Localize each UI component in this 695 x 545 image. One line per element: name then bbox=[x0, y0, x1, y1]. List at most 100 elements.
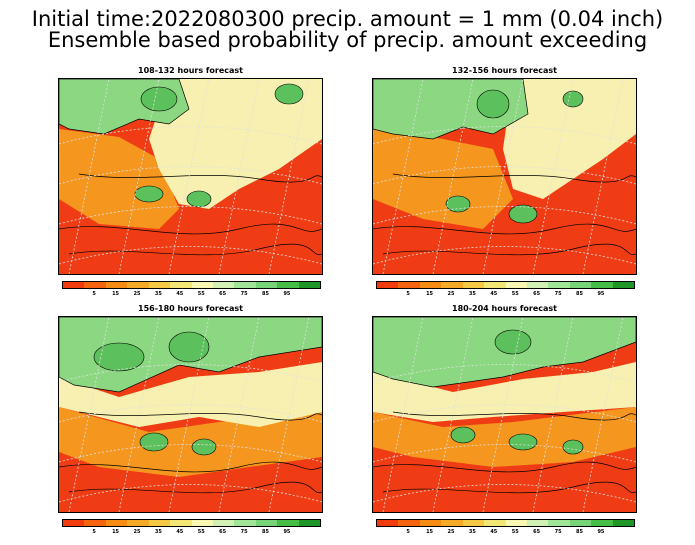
colorbar-segment bbox=[170, 520, 192, 526]
colorbar-tick-label: 15 bbox=[112, 291, 120, 297]
colorbar-segment bbox=[591, 520, 613, 526]
colorbar-labels: 5 15 25 35 45 55 65 75 85 95 bbox=[376, 290, 633, 298]
colorbar-tick-label: 75 bbox=[240, 529, 248, 535]
colorbar-tick-label: 5 bbox=[92, 291, 96, 297]
colorbar-tick-label: 75 bbox=[554, 529, 562, 535]
colorbar-segment bbox=[377, 282, 399, 288]
colorbar-segment bbox=[484, 282, 506, 288]
probability-map bbox=[372, 78, 637, 275]
colorbar-segment bbox=[255, 520, 278, 526]
colorbar-segment bbox=[591, 282, 613, 288]
colorbar-tick-label: 55 bbox=[511, 529, 519, 535]
colorbar-segment bbox=[84, 282, 106, 288]
colorbar-segment bbox=[191, 282, 213, 288]
colorbar-segment bbox=[105, 520, 128, 526]
colorbar-tick-label: 95 bbox=[597, 529, 605, 535]
colorbar-segment bbox=[462, 520, 485, 526]
colorbar bbox=[62, 281, 321, 289]
colorbar-tick-label: 45 bbox=[176, 291, 184, 297]
colorbar-tick-label: 85 bbox=[576, 291, 583, 297]
colorbar-tick-label: 95 bbox=[597, 291, 605, 297]
colorbar-segment bbox=[526, 520, 549, 526]
probability-map bbox=[372, 316, 637, 513]
colorbar-tick-label: 35 bbox=[154, 529, 162, 535]
colorbar-segment bbox=[526, 282, 549, 288]
colorbar-tick-label: 55 bbox=[511, 291, 519, 297]
colorbar-labels: 5 15 25 35 45 55 65 75 85 95 bbox=[62, 290, 319, 298]
colorbar-tick-label: 85 bbox=[262, 291, 269, 297]
colorbar-tick-label: 25 bbox=[133, 529, 141, 535]
chart-title-line-2: Ensemble based probability of precip. am… bbox=[47, 28, 648, 52]
colorbar-segment bbox=[234, 520, 256, 526]
colorbar-tick-label: 35 bbox=[468, 291, 476, 297]
colorbar-segment bbox=[484, 520, 506, 526]
colorbar bbox=[376, 519, 635, 527]
colorbar-tick-label: 95 bbox=[283, 529, 291, 535]
colorbar-segment bbox=[441, 282, 463, 288]
colorbar-tick-label: 5 bbox=[406, 529, 410, 535]
colorbar-tick-label: 15 bbox=[112, 529, 120, 535]
probability-map bbox=[58, 78, 323, 275]
colorbar-tick-label: 65 bbox=[219, 529, 227, 535]
colorbar-tick-label: 15 bbox=[426, 529, 434, 535]
colorbar-segment bbox=[127, 520, 149, 526]
colorbar-segment bbox=[148, 520, 171, 526]
colorbar-segment bbox=[548, 520, 570, 526]
colorbar-tick-label: 65 bbox=[533, 291, 541, 297]
colorbar-tick-label: 5 bbox=[406, 291, 410, 297]
colorbar bbox=[62, 519, 321, 527]
colorbar-tick-label: 25 bbox=[133, 291, 141, 297]
colorbar-segment bbox=[234, 282, 256, 288]
probability-map bbox=[58, 316, 323, 513]
colorbar-segment bbox=[127, 282, 149, 288]
colorbar-tick-label: 75 bbox=[554, 291, 562, 297]
colorbar-segment bbox=[505, 282, 527, 288]
colorbar-segment bbox=[569, 282, 592, 288]
colorbar-tick-label: 25 bbox=[447, 291, 455, 297]
colorbar-segment bbox=[548, 282, 570, 288]
panel-title: 132-156 hours forecast bbox=[452, 66, 557, 75]
colorbar-segment bbox=[377, 520, 399, 526]
colorbar-tick-label: 45 bbox=[490, 291, 498, 297]
colorbar-tick-label: 45 bbox=[176, 529, 184, 535]
colorbar-segment bbox=[212, 520, 235, 526]
colorbar-segment bbox=[277, 282, 299, 288]
panel-title: 108-132 hours forecast bbox=[138, 66, 243, 75]
colorbar-segment bbox=[462, 282, 485, 288]
colorbar-tick-label: 55 bbox=[197, 291, 205, 297]
colorbar-segment bbox=[419, 282, 442, 288]
colorbar-tick-label: 75 bbox=[240, 291, 248, 297]
chart-title-line-1: Initial time:2022080300 precip. amount =… bbox=[31, 7, 664, 31]
panel-title: 156-180 hours forecast bbox=[138, 304, 243, 313]
colorbar-segment bbox=[148, 282, 171, 288]
colorbar-segment bbox=[398, 282, 420, 288]
colorbar-segment bbox=[170, 282, 192, 288]
colorbar-tick-label: 85 bbox=[576, 529, 583, 535]
colorbar-segment bbox=[105, 282, 128, 288]
colorbar-labels: 5 15 25 35 45 55 65 75 85 95 bbox=[62, 528, 319, 536]
colorbar-segment bbox=[63, 520, 85, 526]
colorbar-segment bbox=[612, 520, 635, 526]
colorbar-segment bbox=[419, 520, 442, 526]
colorbar-segment bbox=[63, 282, 85, 288]
colorbar-tick-label: 95 bbox=[283, 291, 291, 297]
colorbar-segment bbox=[191, 520, 213, 526]
colorbar-segment bbox=[612, 282, 635, 288]
colorbar-segment bbox=[505, 520, 527, 526]
colorbar-tick-label: 65 bbox=[219, 291, 227, 297]
colorbar bbox=[376, 281, 635, 289]
colorbar-segment bbox=[255, 282, 278, 288]
colorbar-tick-label: 45 bbox=[490, 529, 498, 535]
colorbar-tick-label: 35 bbox=[154, 291, 162, 297]
colorbar-segment bbox=[569, 520, 592, 526]
colorbar-segment bbox=[212, 282, 235, 288]
colorbar-tick-label: 55 bbox=[197, 529, 205, 535]
colorbar-segment bbox=[277, 520, 299, 526]
panel-title: 180-204 hours forecast bbox=[452, 304, 557, 313]
colorbar-segment bbox=[298, 520, 321, 526]
colorbar-labels: 5 15 25 35 45 55 65 75 85 95 bbox=[376, 528, 633, 536]
colorbar-segment bbox=[441, 520, 463, 526]
colorbar-tick-label: 85 bbox=[262, 529, 269, 535]
colorbar-tick-label: 5 bbox=[92, 529, 96, 535]
colorbar-segment bbox=[298, 282, 321, 288]
